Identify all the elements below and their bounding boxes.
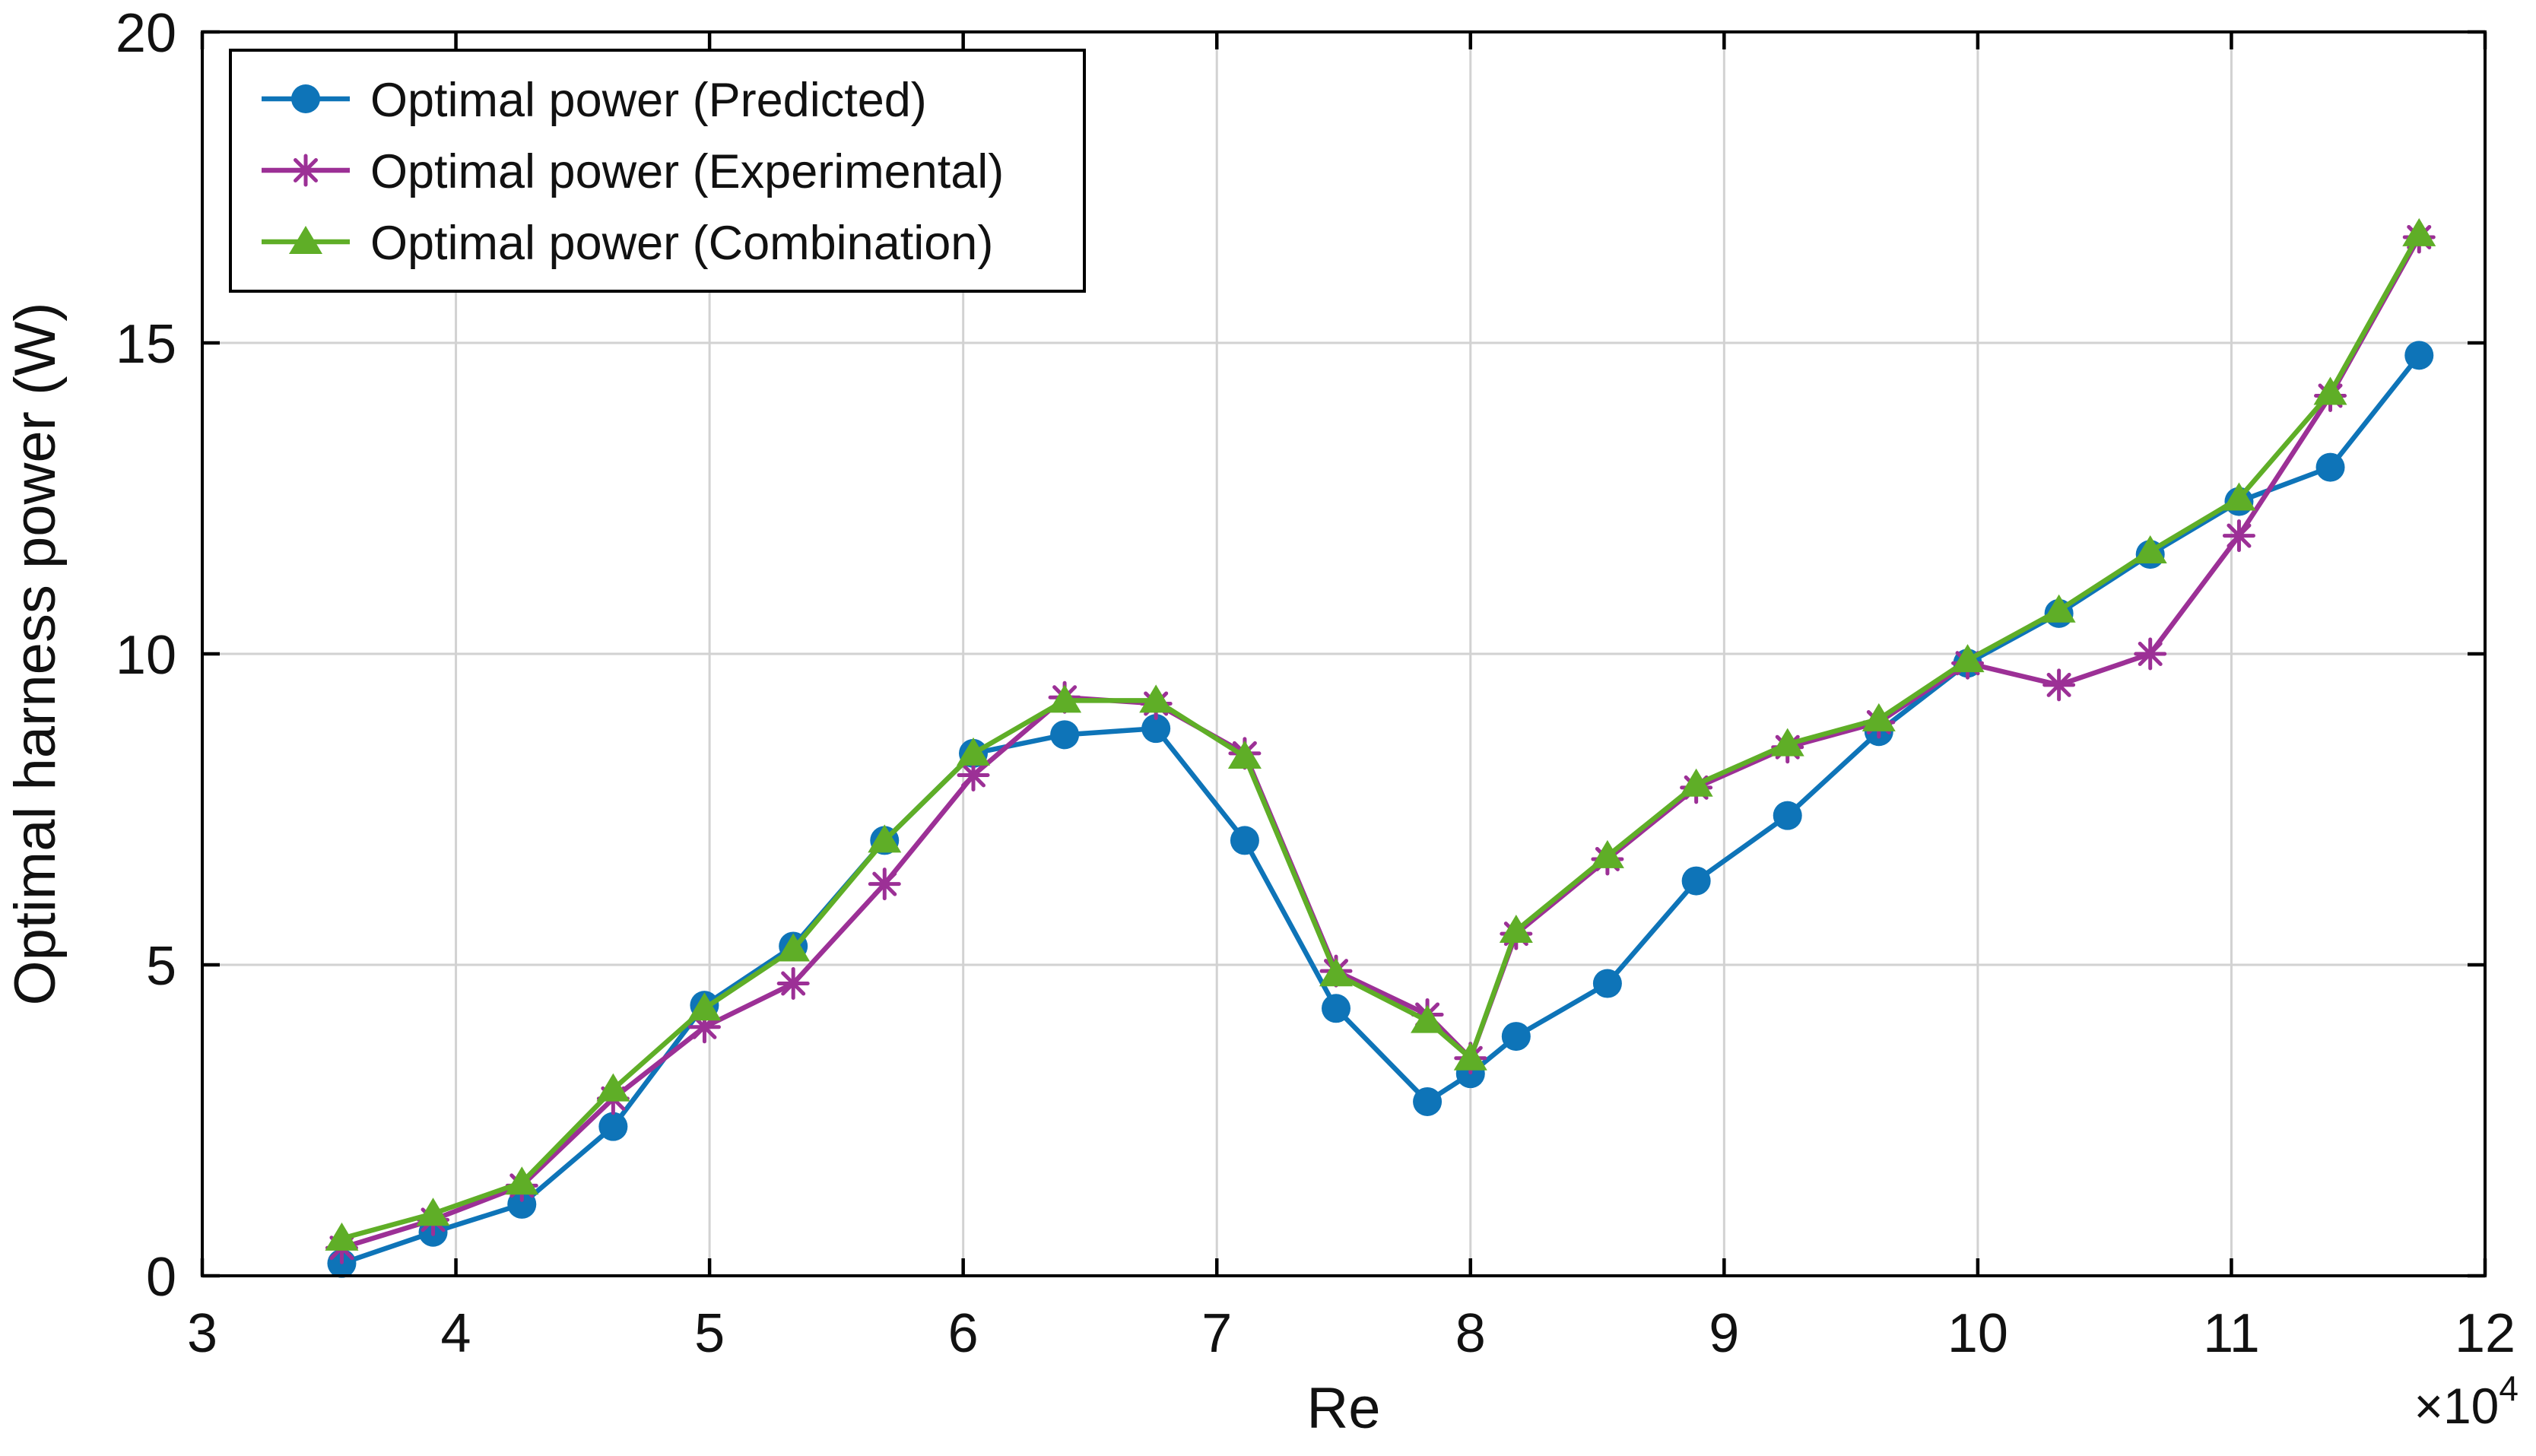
data-point-circle <box>1413 1086 1443 1116</box>
data-point-triangle <box>1048 684 1082 713</box>
data-point-triangle <box>776 933 811 962</box>
x-axis-multiplier-base: ×10 <box>2414 1378 2499 1434</box>
legend-marker-samples <box>262 84 350 254</box>
data-point-triangle <box>2133 535 2167 564</box>
y-tick-label: 20 <box>116 3 176 64</box>
data-point-asterisk <box>2222 519 2255 553</box>
data-point-circle <box>1141 714 1171 744</box>
series-triangle <box>325 217 2436 1251</box>
x-tick-label: 5 <box>694 1303 725 1364</box>
legend-label-experimental: Optimal power (Experimental) <box>370 145 1004 198</box>
x-tick-label: 7 <box>1201 1303 1232 1364</box>
data-point-circle <box>1050 720 1080 750</box>
data-point-triangle <box>687 992 722 1021</box>
x-tick-label: 6 <box>948 1303 979 1364</box>
data-series <box>325 217 2436 1278</box>
legend: Optimal power (Predicted) Optimal power … <box>229 49 1086 293</box>
data-point-triangle <box>1319 958 1353 987</box>
legend-box <box>229 49 1086 293</box>
data-point-triangle <box>1227 740 1262 769</box>
y-tick-label: 0 <box>146 1247 176 1308</box>
data-point-triangle <box>1139 684 1173 713</box>
x-tick-label: 8 <box>1455 1303 1486 1364</box>
data-point-triangle <box>596 1073 630 1102</box>
data-point-circle <box>2404 341 2434 370</box>
x-tick-label: 11 <box>2203 1303 2260 1364</box>
data-point-circle <box>291 84 320 113</box>
data-point-asterisk <box>957 759 990 792</box>
data-point-triangle <box>1679 768 1713 797</box>
data-point-circle <box>1230 826 1259 855</box>
data-point-triangle <box>1770 728 1804 757</box>
data-point-asterisk <box>2134 637 2167 671</box>
data-point-circle <box>598 1112 628 1141</box>
data-point-triangle <box>957 737 991 766</box>
x-tick-label: 4 <box>441 1303 471 1364</box>
y-tick-label: 5 <box>146 936 176 997</box>
x-tick-label: 12 <box>2455 1303 2515 1364</box>
data-point-asterisk <box>2042 668 2076 702</box>
y-axis-label: Optimal harness power (W) <box>3 303 68 1006</box>
y-tick-label: 10 <box>116 625 176 686</box>
data-point-triangle <box>2042 594 2076 623</box>
axis-ticks <box>200 30 2487 1278</box>
data-point-circle <box>1773 801 1802 830</box>
data-point-triangle <box>416 1197 450 1226</box>
data-point-asterisk <box>687 1010 721 1044</box>
data-point-circle <box>1501 1022 1531 1052</box>
data-point-circle <box>1321 994 1351 1023</box>
x-axis-label: Re <box>1306 1376 1380 1441</box>
data-point-triangle <box>2313 376 2347 405</box>
legend-label-predicted: Optimal power (Predicted) <box>370 74 927 127</box>
data-point-circle <box>1681 866 1711 896</box>
x-tick-label: 3 <box>187 1303 217 1364</box>
data-point-triangle <box>1590 839 1624 868</box>
data-point-triangle <box>325 1222 359 1251</box>
data-point-triangle <box>868 824 902 853</box>
data-point-asterisk <box>868 868 901 901</box>
data-point-triangle <box>289 226 322 254</box>
data-point-circle <box>1592 969 1622 998</box>
data-point-asterisk <box>776 967 810 1001</box>
x-tick-label: 9 <box>1709 1303 1739 1364</box>
data-point-triangle <box>1453 1042 1487 1071</box>
data-point-asterisk <box>289 154 322 187</box>
data-point-triangle <box>1950 644 1985 673</box>
x-tick-label: 10 <box>1947 1303 2008 1364</box>
legend-label-combination: Optimal power (Combination) <box>370 217 993 270</box>
data-point-triangle <box>1862 703 1896 731</box>
y-tick-label: 15 <box>116 314 176 375</box>
x-axis-multiplier: ×104 <box>2414 1369 2519 1434</box>
data-point-triangle <box>505 1166 539 1195</box>
data-point-triangle <box>2402 217 2436 246</box>
tick-labels: 3 4 5 6 7 8 9 10 11 12 0 5 10 15 20 <box>116 3 2515 1364</box>
data-point-triangle <box>1411 1004 1445 1033</box>
data-point-triangle <box>2222 482 2256 511</box>
x-axis-multiplier-exponent: 4 <box>2499 1369 2519 1408</box>
data-point-circle <box>507 1189 537 1219</box>
data-point-circle <box>2315 452 2345 482</box>
data-point-triangle <box>1499 915 1533 944</box>
